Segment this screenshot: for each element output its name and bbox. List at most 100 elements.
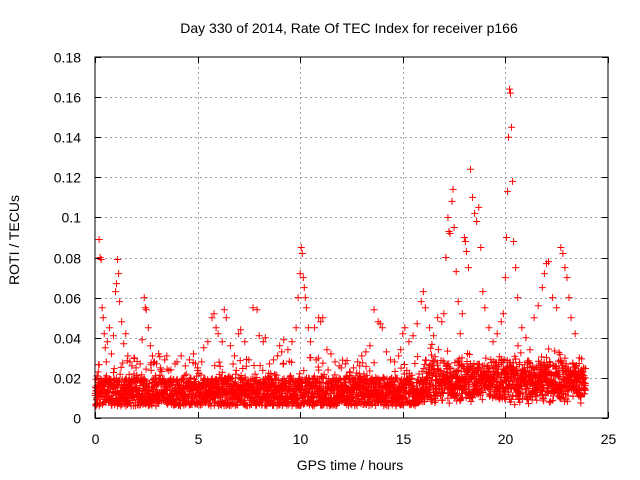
data-point [314, 375, 322, 383]
data-point [112, 288, 120, 296]
data-point [492, 377, 500, 385]
data-point [253, 373, 261, 381]
data-point [428, 340, 436, 348]
data-point [362, 362, 370, 370]
data-point [215, 358, 223, 366]
data-point [204, 338, 212, 346]
data-point [511, 401, 519, 409]
data-point [533, 364, 541, 372]
data-point [439, 390, 447, 398]
data-point [315, 366, 323, 374]
data-point [507, 89, 515, 97]
data-point [399, 330, 407, 338]
data-point [331, 358, 339, 366]
data-point [542, 354, 550, 362]
data-point [466, 351, 474, 359]
data-point [288, 338, 296, 346]
data-point [549, 396, 557, 404]
data-point [189, 350, 197, 358]
data-point [242, 362, 250, 370]
data-point [531, 393, 539, 401]
data-point [433, 359, 441, 367]
data-point [467, 165, 475, 173]
data-point [500, 356, 508, 364]
data-point [409, 332, 417, 340]
data-point [579, 364, 587, 372]
data-point [545, 345, 553, 353]
data-point [469, 193, 477, 201]
data-point [107, 350, 115, 358]
data-point [420, 365, 428, 373]
data-point [278, 348, 286, 356]
data-point [411, 359, 419, 367]
data-point [552, 362, 560, 370]
data-point [299, 274, 307, 282]
data-point [142, 365, 150, 373]
data-point [503, 187, 511, 195]
data-point [160, 375, 168, 383]
data-point [117, 363, 125, 371]
data-point [239, 364, 247, 372]
data-point [218, 338, 226, 346]
data-point [200, 375, 208, 383]
data-point [122, 330, 130, 338]
data-point [128, 362, 136, 370]
y-tick-label: 0.04 [54, 331, 81, 347]
data-point [245, 356, 253, 364]
data-point [509, 177, 517, 185]
data-point [576, 393, 584, 401]
data-point [354, 358, 362, 366]
data-point [525, 400, 533, 408]
data-point [366, 367, 374, 375]
data-point [142, 306, 150, 314]
data-point [185, 356, 193, 364]
data-point [534, 302, 542, 310]
data-point [194, 364, 202, 372]
data-point [94, 368, 102, 376]
data-point [274, 352, 282, 360]
data-point [434, 314, 442, 322]
data-point [339, 356, 347, 364]
data-point [549, 392, 557, 400]
data-point [250, 362, 258, 370]
x-tick-label: 0 [92, 431, 100, 447]
y-tick-label: 0.16 [54, 90, 81, 106]
data-point [386, 356, 394, 364]
data-point [229, 360, 237, 368]
data-point [453, 397, 461, 405]
data-point [460, 234, 468, 241]
data-point [553, 363, 561, 371]
data-point [356, 362, 364, 370]
data-point [297, 244, 305, 252]
data-point [261, 334, 269, 342]
data-point [235, 330, 243, 338]
data-point [452, 268, 460, 276]
data-point [499, 310, 507, 318]
data-point [533, 396, 541, 404]
data-point [98, 304, 106, 312]
data-point [292, 324, 300, 332]
data-point [575, 354, 583, 362]
x-tick-label: 10 [293, 431, 309, 447]
data-point [158, 368, 166, 376]
data-point [422, 356, 430, 364]
data-point [431, 353, 439, 361]
data-point [563, 274, 571, 282]
data-point [270, 356, 278, 364]
data-point [116, 370, 124, 378]
data-point [177, 352, 185, 360]
data-point [458, 310, 466, 318]
data-point [324, 366, 332, 374]
data-point [141, 376, 149, 384]
data-point [445, 399, 453, 407]
data-point [450, 223, 458, 231]
data-point [414, 353, 422, 361]
data-point [454, 298, 462, 306]
data-point [311, 324, 319, 332]
data-point [518, 324, 526, 332]
data-point [538, 390, 546, 398]
data-point [501, 394, 509, 402]
data-point [395, 352, 403, 360]
data-point [501, 274, 509, 282]
data-point [103, 338, 111, 346]
